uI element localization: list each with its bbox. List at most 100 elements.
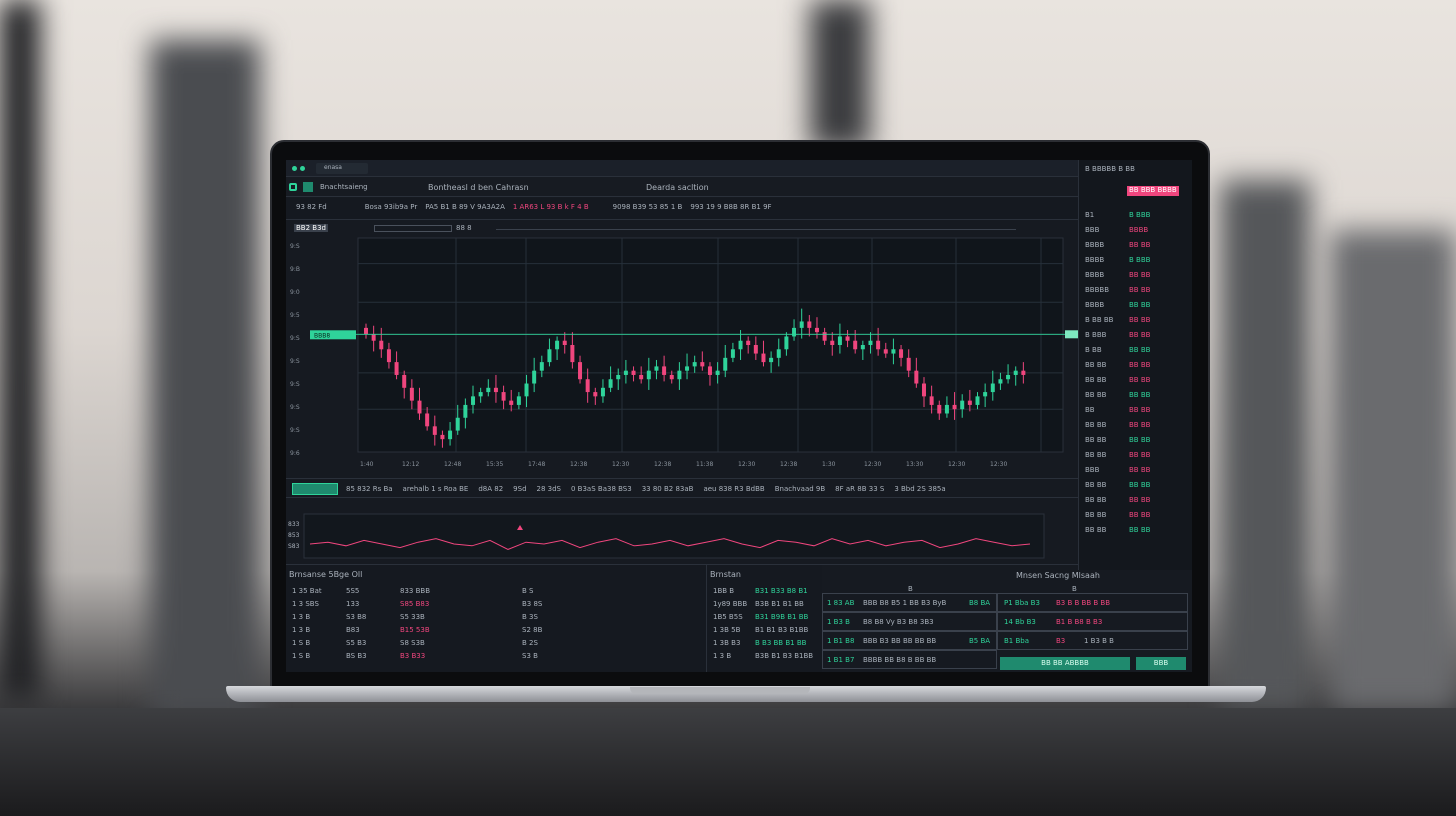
candle-body [784, 336, 789, 350]
candle-body [769, 357, 774, 363]
candle-body [379, 340, 384, 350]
chart-icon[interactable] [303, 182, 313, 192]
order-row[interactable]: 1 B1 B7 BBBB BB B8 B BB BB [822, 650, 997, 669]
watchlist-cell: B BBB [1129, 256, 1151, 264]
watchlist-cell: BB BB [1129, 361, 1151, 369]
watchlist-highlight[interactable]: BB BBB BBBB [1127, 186, 1179, 196]
candle-body [899, 349, 904, 358]
toolbar-item[interactable]: Bosa 93ib9a Pr [364, 203, 418, 211]
legend-item[interactable]: d8A 82 [478, 485, 504, 493]
candle-body [677, 370, 682, 380]
background-pillar [1330, 230, 1456, 710]
x-tick-label: 12:38 [780, 461, 797, 468]
watchlist-row[interactable]: BBB BB BB [1079, 463, 1192, 477]
candle-body [448, 430, 453, 440]
chart-type-button[interactable]: BB2 B3d [294, 224, 328, 232]
window-dot-icon[interactable] [292, 166, 297, 171]
watchlist-cell: B BB [1085, 346, 1102, 354]
title-bar: enasa [286, 160, 1192, 177]
watchlist-row[interactable]: B BBB BB BB [1079, 328, 1192, 342]
candle-body [830, 340, 835, 345]
toolbar-item[interactable]: 9098 B39 53 85 1 B [612, 203, 683, 211]
range-bar[interactable] [496, 229, 1016, 230]
tab[interactable]: enasa [316, 163, 368, 174]
candle-body [868, 340, 873, 345]
watchlist-cell: BB [1085, 406, 1095, 414]
watchlist-row[interactable]: BB BB BB BB [1079, 433, 1192, 447]
watchlist-row[interactable]: BBB BBBB [1079, 223, 1192, 237]
background-pillar [0, 0, 40, 700]
legend-item[interactable]: 0 B3aS Ba38 BS3 [571, 485, 632, 493]
watchlist-row[interactable]: B BB BB BB [1079, 343, 1192, 357]
watchlist-row[interactable]: BB BB BB [1079, 403, 1192, 417]
legend-item[interactable]: 9Sd [513, 485, 527, 493]
watchlist-row[interactable]: B BB BB BB BB [1079, 313, 1192, 327]
trade-cell: 1BB B [713, 587, 735, 595]
watchlist-row[interactable]: BB BB BB BB [1079, 448, 1192, 462]
trade-cell: 1B5 B5S [713, 613, 743, 621]
app-name: Bnachtsaieng [320, 183, 368, 191]
desk-surface [0, 708, 1456, 816]
order-book-cell: S3 B [522, 652, 538, 660]
legend-item[interactable]: arehalb 1 s Roa BE [402, 485, 469, 493]
watchlist-row[interactable]: BB BB BB BB [1079, 388, 1192, 402]
order-row[interactable]: 1 B1 B8 BBB B3 BB BB BB BB B5 BA [822, 631, 997, 650]
order-cell: 1 B3 B B [1084, 637, 1114, 645]
watchlist-row[interactable]: B1 B BBB [1079, 208, 1192, 222]
legend-item[interactable]: 8F aR 8B 33 S [835, 485, 885, 493]
legend-item[interactable]: aeu 838 R3 BdBB [703, 485, 765, 493]
panel-title: Brnstan [710, 570, 741, 579]
candle-body [975, 396, 980, 405]
order-book-cell: B3 B33 [400, 652, 426, 660]
order-row[interactable]: P1 Bba B3 B3 B B BB B BB [997, 593, 1188, 612]
watchlist-row[interactable]: BB BB BB BB [1079, 508, 1192, 522]
legend-item[interactable]: 33 80 B2 83aB [641, 485, 694, 493]
watchlist-row[interactable]: BBBB BB BB [1079, 238, 1192, 252]
candle-body [570, 345, 575, 363]
candlestick-chart[interactable]: 9:S 9:B 9:0 9:5 9:S 9:S 9:S 9:S 9:S 9:6 1:40 12:12 1… [286, 236, 1078, 476]
legend-item[interactable]: 28 3dS [536, 485, 561, 493]
toolbar-item[interactable]: 93 82 Fd [296, 203, 327, 211]
toolbar: 93 82 Fd Bosa 93ib9a Pr PA5 B1 B 89 V 9A… [286, 198, 1078, 220]
candle-body [639, 374, 644, 380]
toolbar-item[interactable]: PA5 B1 B 89 V 9A3A2A [425, 203, 505, 211]
watchlist-row[interactable]: BB BB BB BB [1079, 478, 1192, 492]
toolbar-item[interactable]: 1 AR63 L 93 B k F 4 B [512, 203, 589, 211]
watchlist-cell: BBB [1085, 466, 1100, 474]
watchlist-row[interactable]: BB BB BB BB [1079, 358, 1192, 372]
candle-body [371, 334, 376, 341]
search-input[interactable] [374, 225, 452, 232]
order-row[interactable]: 1 B3 B B8 B8 Vy B3 B8 3B3 [822, 612, 997, 631]
order-row[interactable]: B1 Bba B3 1 B3 B B [997, 631, 1188, 650]
watchlist-cell: BBBB [1085, 271, 1105, 279]
trade-cell: B31 B33 B8 B1 [755, 587, 808, 595]
legend-item[interactable]: 85 832 Rs Ba [346, 485, 393, 493]
y-tick-label: 9:S [290, 358, 300, 365]
oscillator-chart[interactable]: 833 853 S83 [286, 500, 1078, 562]
watchlist-row[interactable]: BBBBB BB BB [1079, 283, 1192, 297]
x-tick-label: 11:38 [696, 461, 713, 468]
legend-item[interactable]: Bnachvaad 9B [774, 485, 826, 493]
candle-body [860, 345, 865, 350]
watchlist-row[interactable]: BBBB BB BB [1079, 298, 1192, 312]
x-tick-label: 12:30 [864, 461, 881, 468]
watchlist-header: B BBBBB B BB [1085, 165, 1135, 173]
column-header: B [908, 585, 913, 593]
candle-body [409, 387, 414, 401]
watchlist-row[interactable]: BBBB B BBB [1079, 253, 1192, 267]
toolbar-item[interactable]: 993 19 9 B8B 8R B1 9F [690, 203, 772, 211]
legend-item[interactable]: 3 Bbd 2S 385a [894, 485, 946, 493]
watchlist-row[interactable]: BB BB BB BB [1079, 373, 1192, 387]
watchlist-row[interactable]: BBBB BB BB [1079, 268, 1192, 282]
order-row[interactable]: 14 Bb B3 B1 B B8 B B3 [997, 612, 1188, 631]
sell-button[interactable]: BBB [1136, 657, 1186, 670]
watchlist-row[interactable]: BB BB BB BB [1079, 418, 1192, 432]
indicator-toggle[interactable] [292, 483, 338, 495]
watchlist-row[interactable]: BB BB BB BB [1079, 493, 1192, 507]
watchlist-cell: BB BB [1085, 526, 1107, 534]
watchlist-row[interactable]: BB BB BB BB [1079, 523, 1192, 537]
order-book-cell: S8 S3B [400, 639, 425, 647]
buy-button[interactable]: BB BB ABBBB [1000, 657, 1130, 670]
order-row[interactable]: 1 83 AB BBB B8 B5 1 BB B3 ByB B8 BA [822, 593, 997, 612]
window-dot-icon[interactable] [300, 166, 305, 171]
